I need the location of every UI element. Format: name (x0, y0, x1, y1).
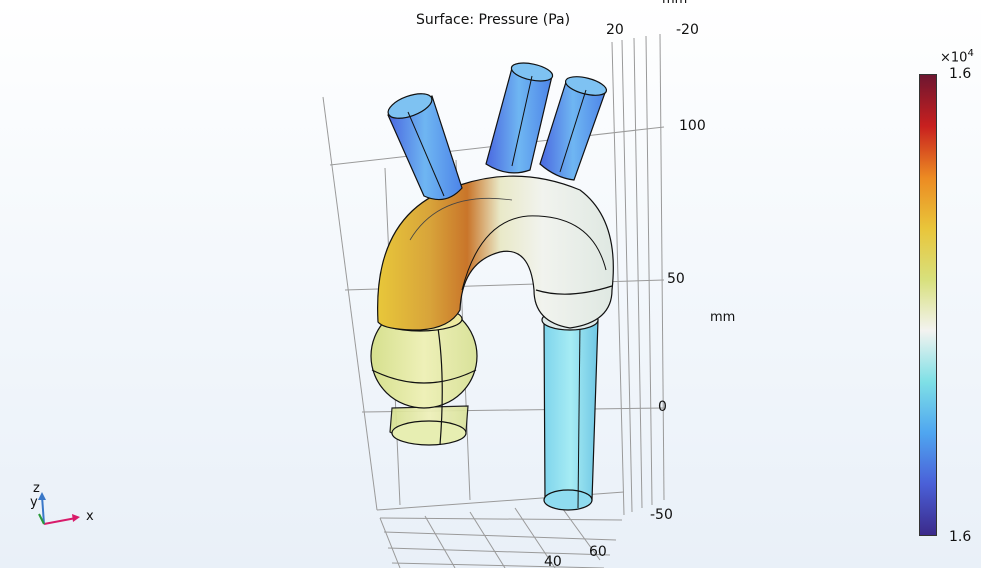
y-axis-unit-top: mm (662, 0, 687, 7)
x-arrowhead-icon (72, 514, 80, 522)
colorbar-min-label: 1.6 (949, 529, 972, 545)
y-tick-label: 20 (606, 22, 624, 38)
arch-branches (387, 62, 608, 201)
axis-grid (322, 33, 665, 568)
colorbar-exponent: ×104 (940, 48, 974, 66)
z-arrowhead-icon (38, 492, 46, 500)
triad-y-label: y (30, 495, 38, 510)
plot-title: Surface: Pressure (Pa) (416, 12, 571, 28)
triad-x-label: x (86, 509, 94, 524)
triad-z-label: z (33, 481, 40, 496)
z-tick-label: 100 (679, 118, 706, 134)
x-tick-label: 40 (544, 554, 562, 570)
y-axis-arrow (38, 513, 45, 525)
aortic-arch (377, 175, 614, 331)
z-axis-arrow (41, 495, 45, 525)
z-tick-label: 0 (658, 399, 667, 415)
colorbar (919, 74, 937, 536)
descending-aorta (541, 309, 599, 511)
axis-triad (38, 492, 80, 525)
z-axis-unit: mm (710, 310, 736, 325)
x-tick-label: 60 (589, 544, 607, 560)
z-tick-label: 50 (667, 271, 685, 287)
y-tick-label: -20 (676, 22, 699, 38)
x-axis-arrow (43, 517, 77, 525)
z-tick-label: -50 (650, 507, 673, 523)
colorbar-max-label: 1.6 (949, 66, 972, 82)
